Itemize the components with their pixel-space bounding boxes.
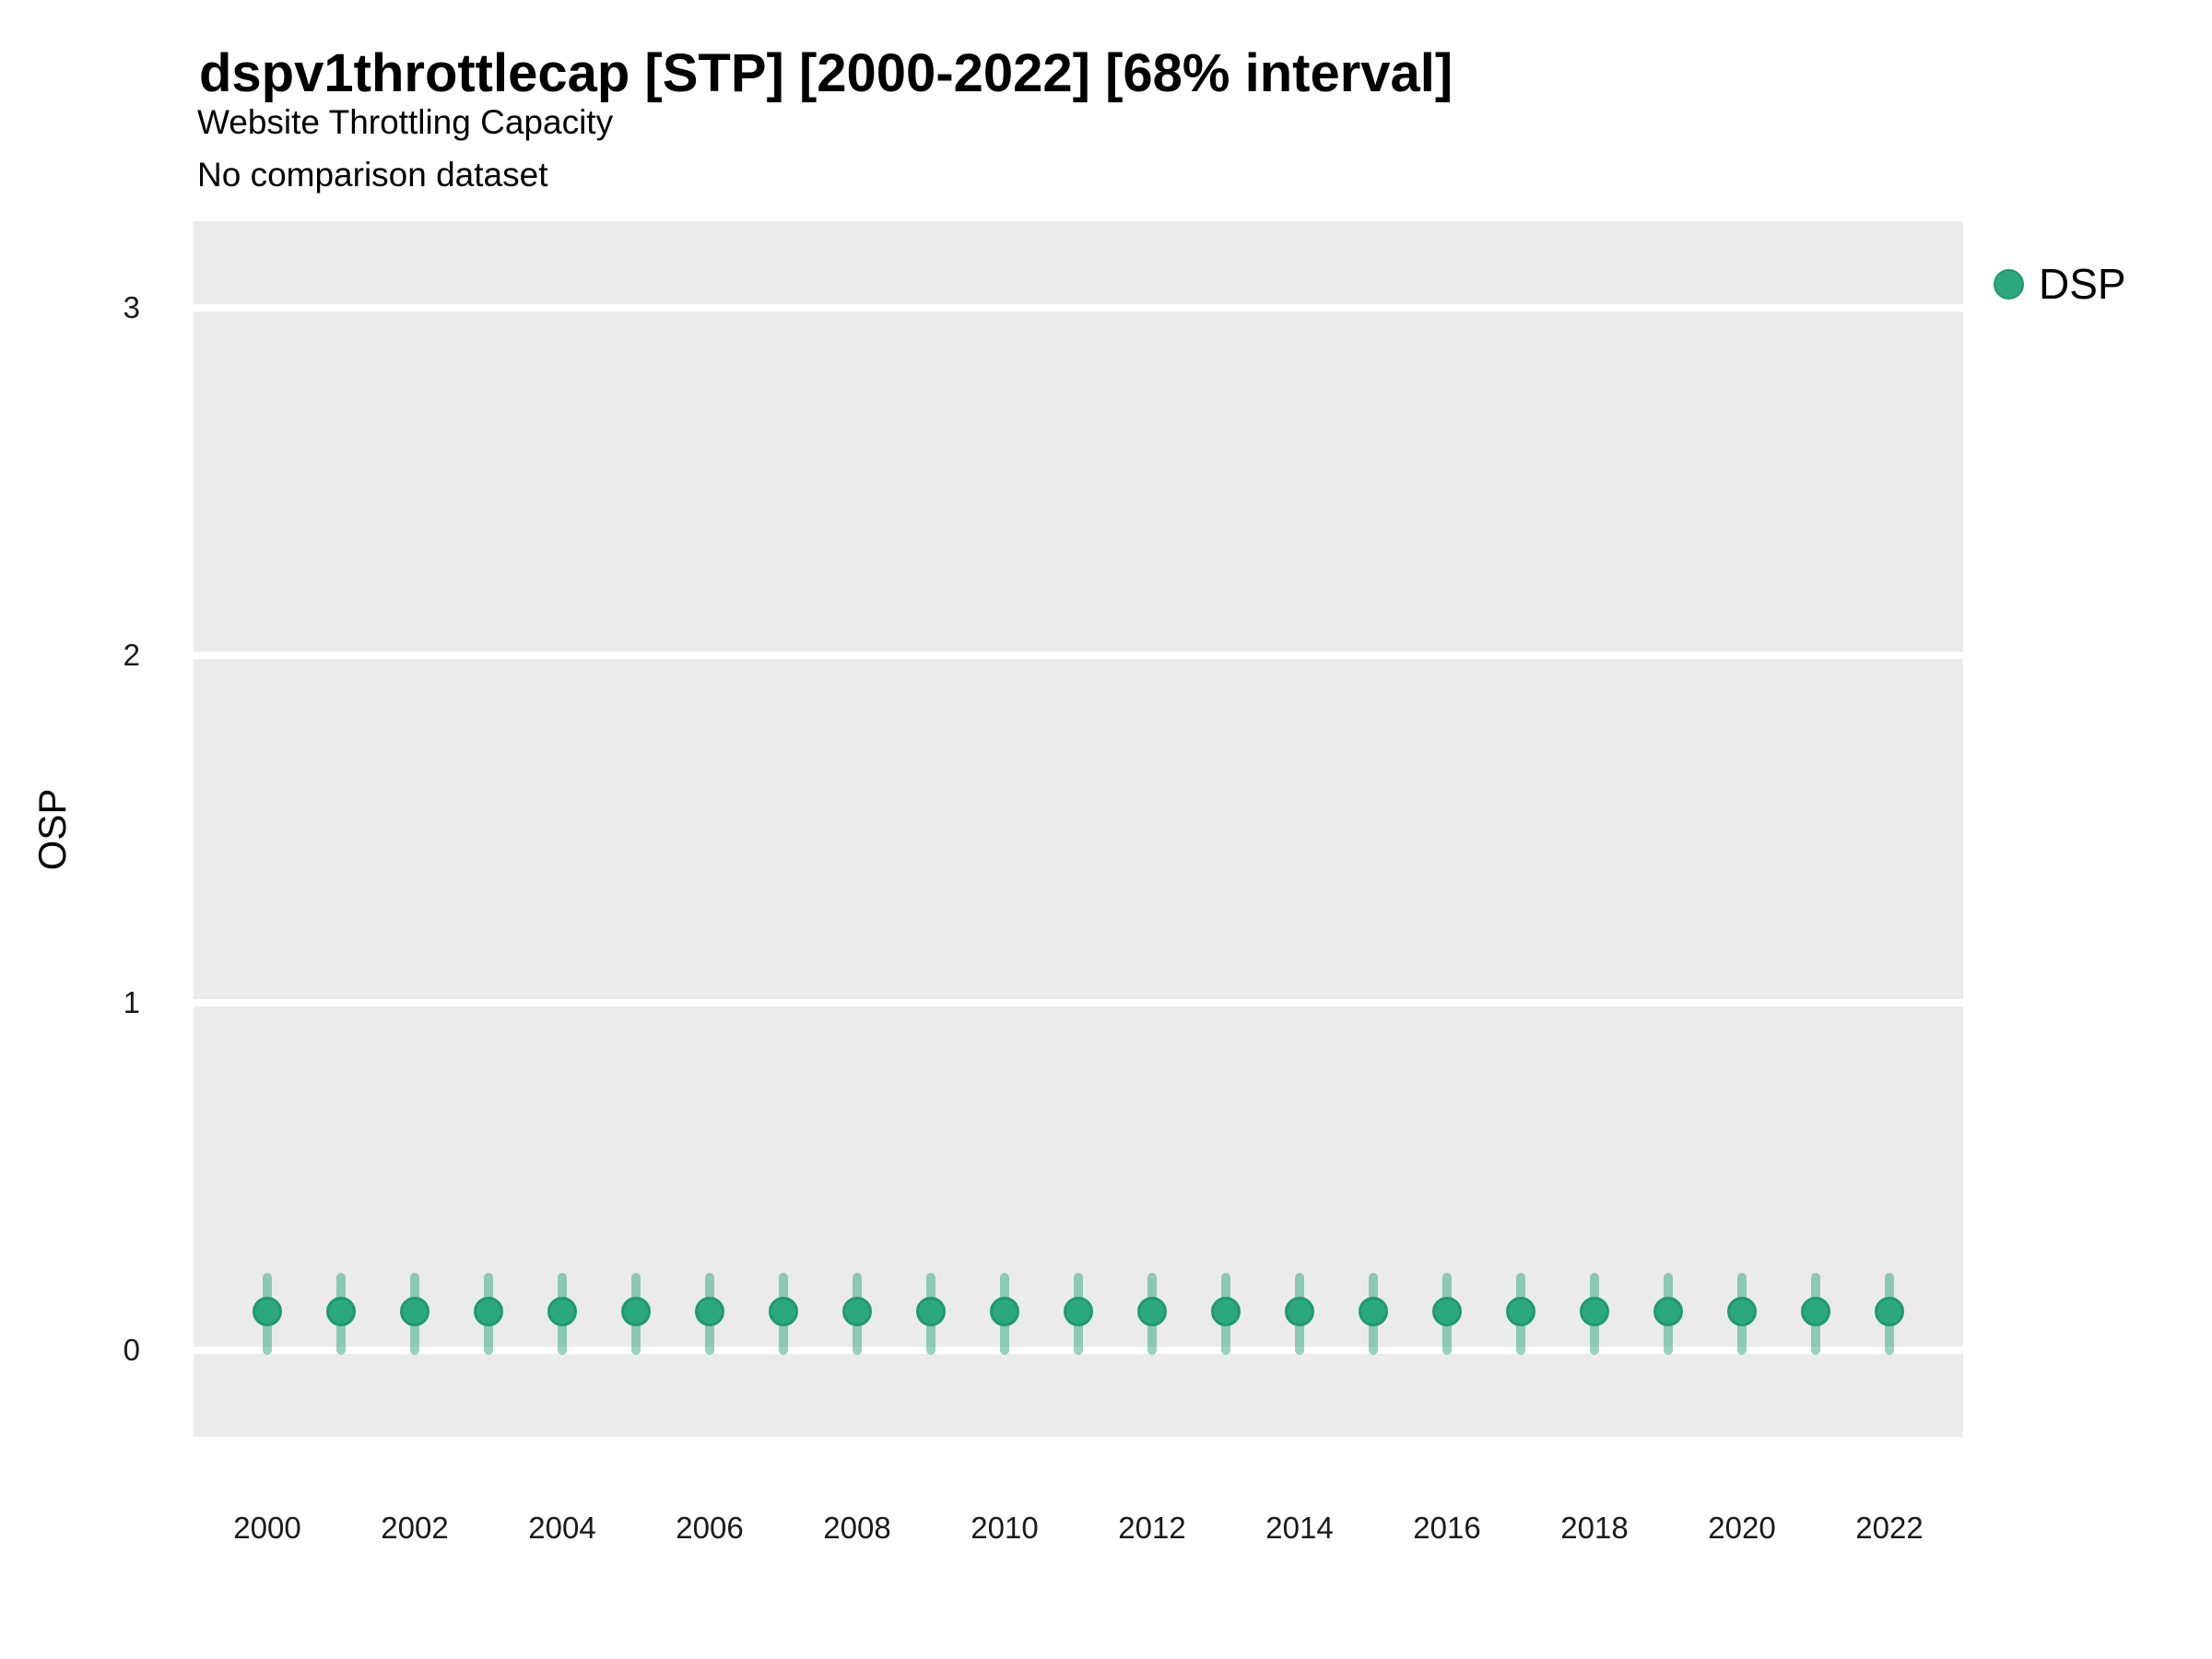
data-point-dsp-2004 — [547, 1297, 577, 1327]
x-tick-label-2020: 2020 — [1708, 1511, 1776, 1545]
x-tick-label-2014: 2014 — [1265, 1511, 1334, 1545]
x-tick-label-2022: 2022 — [1855, 1511, 1924, 1545]
x-tick-label-2010: 2010 — [971, 1511, 1039, 1545]
data-point-dsp-2000 — [253, 1297, 282, 1327]
data-point-dsp-2005 — [621, 1297, 651, 1327]
x-tick-label-2008: 2008 — [823, 1511, 891, 1545]
data-point-dsp-2014 — [1285, 1297, 1314, 1327]
legend: DSP — [1994, 259, 2126, 309]
data-point-dsp-2007 — [769, 1297, 798, 1327]
data-point-dsp-2019 — [1653, 1297, 1683, 1327]
data-point-dsp-2022 — [1875, 1297, 1904, 1327]
gridline-y-2 — [194, 652, 1963, 660]
gridline-y-1 — [194, 998, 1963, 1006]
chart-title: dspv1throttlecap [STP] [2000-2022] [68% … — [199, 43, 1453, 103]
data-point-dsp-2003 — [474, 1297, 503, 1327]
legend-label-dsp: DSP — [2039, 260, 2126, 308]
data-point-dsp-2018 — [1580, 1297, 1609, 1327]
data-point-dsp-2016 — [1432, 1297, 1462, 1327]
data-point-dsp-2001 — [326, 1297, 356, 1327]
chart-subtitle: Website Throttling Capacity — [197, 103, 614, 141]
y-tick-label-0: 0 — [123, 1332, 140, 1367]
x-tick-label-2004: 2004 — [528, 1511, 596, 1545]
gridline-y-3 — [194, 304, 1963, 312]
data-point-dsp-2006 — [695, 1297, 724, 1327]
y-tick-label-2: 2 — [123, 638, 140, 673]
data-point-dsp-2021 — [1801, 1297, 1830, 1327]
plot-panel — [194, 221, 1963, 1437]
data-point-dsp-2015 — [1359, 1297, 1388, 1327]
chart-note: No comparison dataset — [197, 156, 548, 194]
legend-swatch-dsp — [1994, 268, 2024, 300]
x-tick-label-2002: 2002 — [381, 1511, 449, 1545]
x-tick-label-2006: 2006 — [676, 1511, 744, 1545]
x-tick-label-2012: 2012 — [1118, 1511, 1186, 1545]
data-point-dsp-2002 — [400, 1297, 429, 1327]
x-tick-label-2000: 2000 — [233, 1511, 301, 1545]
data-point-dsp-2008 — [842, 1297, 872, 1327]
y-axis-title: OSP — [30, 788, 74, 871]
data-point-dsp-2013 — [1211, 1297, 1241, 1327]
data-point-dsp-2010 — [990, 1297, 1019, 1327]
data-point-dsp-2011 — [1064, 1297, 1093, 1327]
x-tick-label-2018: 2018 — [1560, 1511, 1629, 1545]
y-tick-label-1: 1 — [123, 984, 140, 1019]
data-point-dsp-2020 — [1727, 1297, 1757, 1327]
data-point-dsp-2009 — [916, 1297, 946, 1327]
data-point-dsp-2012 — [1137, 1297, 1167, 1327]
y-tick-label-3: 3 — [123, 290, 140, 325]
x-tick-label-2016: 2016 — [1413, 1511, 1481, 1545]
data-point-dsp-2017 — [1506, 1297, 1535, 1327]
